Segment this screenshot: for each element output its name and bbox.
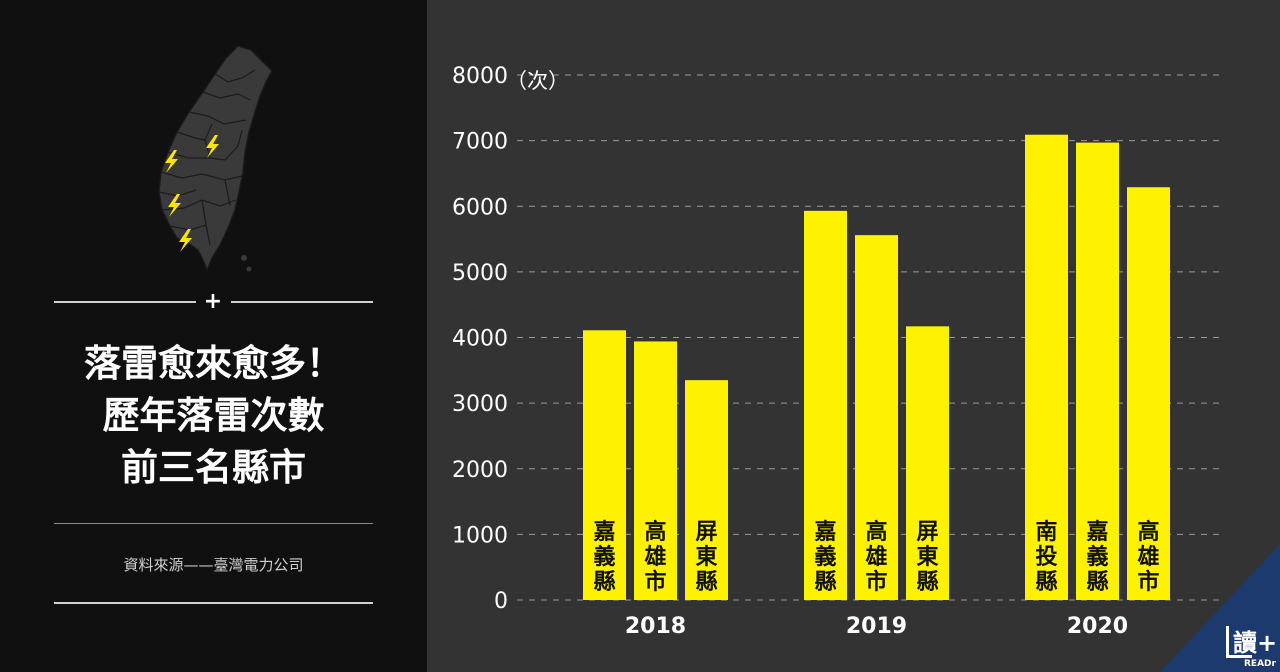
bar-label: 嘉義縣 (814, 520, 836, 595)
headline-line-1: 落雷愈來愈多！ (84, 342, 343, 385)
y-tick-labels: 0 1000 2000 3000 4000 5000 6000 7000 8000 (452, 64, 508, 614)
bar-label: 屏東縣 (916, 520, 938, 595)
bar (906, 326, 949, 600)
footer-rule (54, 602, 373, 604)
brand-name: 讀+ (1233, 629, 1277, 657)
headline: 落雷愈來愈多！ 歷年落雷次數 前三名縣市 (40, 338, 387, 494)
lightning-bolt-icon (165, 150, 178, 173)
badge-triangle (1160, 544, 1280, 672)
year-label: 2018 (625, 614, 686, 639)
bar-label: 高雄市 (1136, 519, 1159, 595)
bar (1127, 187, 1170, 600)
bar (804, 210, 847, 600)
plus-icon: + (203, 289, 223, 314)
bar (1025, 134, 1068, 600)
bar-label: 嘉義縣 (1086, 520, 1108, 595)
headline-line-3: 前三名縣市 (121, 446, 306, 489)
y-tick-label: 6000 (452, 195, 508, 220)
year-label: 2019 (846, 614, 907, 639)
y-tick-label: 4000 (452, 327, 508, 352)
y-tick-label: 8000 (452, 64, 508, 89)
badge-frame (1226, 655, 1252, 658)
taiwan-map-icon (158, 45, 273, 272)
y-tick-label: 2000 (452, 458, 508, 483)
lightning-bolt-icon (168, 194, 181, 217)
divider-right (231, 301, 373, 303)
bar (634, 341, 677, 600)
bar-label: 嘉義縣 (593, 520, 615, 595)
y-tick-label: 7000 (452, 130, 508, 155)
lightning-bolt-icon (206, 135, 219, 158)
brand-sub: READr (1244, 659, 1277, 669)
bar-label: 高雄市 (864, 519, 887, 595)
bar (855, 235, 898, 600)
taiwan-map-shape (158, 45, 273, 272)
lightning-bolt-icon (179, 229, 192, 252)
bar (583, 330, 626, 600)
readr-badge[interactable]: 讀+ READr (1160, 544, 1280, 672)
left-panel: + 落雷愈來愈多！ 歷年落雷次數 前三名縣市 資料來源——臺灣電力公司 (0, 0, 427, 672)
bar-label: 屏東縣 (695, 520, 717, 595)
bar (1076, 142, 1119, 600)
y-tick-label: 1000 (452, 523, 508, 548)
headline-line-2: 歷年落雷次數 (102, 394, 325, 437)
bar-label: 高雄市 (643, 519, 666, 595)
offshore-islands (241, 74, 268, 272)
x-category-labels: 2018 2019 2020 (625, 614, 1128, 639)
badge-frame (1226, 626, 1229, 658)
bars: 嘉義縣 高雄市 屏東縣 嘉義縣 高雄市 屏東縣 南投縣 嘉義縣 高雄市 (583, 134, 1170, 600)
bar-chart: 0 1000 2000 3000 4000 5000 6000 7000 8000 （次） 嘉義… (452, 64, 1222, 639)
divider-left (54, 301, 196, 303)
y-axis-unit: （次） (506, 69, 569, 93)
source-note: 資料來源——臺灣電力公司 (123, 556, 304, 574)
bar (685, 380, 728, 600)
headline-rule (54, 523, 373, 524)
y-tick-label: 0 (494, 589, 508, 614)
year-label: 2020 (1067, 614, 1128, 639)
lightning-bolt-icons (165, 135, 219, 252)
y-tick-label: 3000 (452, 392, 508, 417)
y-tick-label: 5000 (452, 261, 508, 286)
bar-label: 南投縣 (1035, 520, 1057, 595)
